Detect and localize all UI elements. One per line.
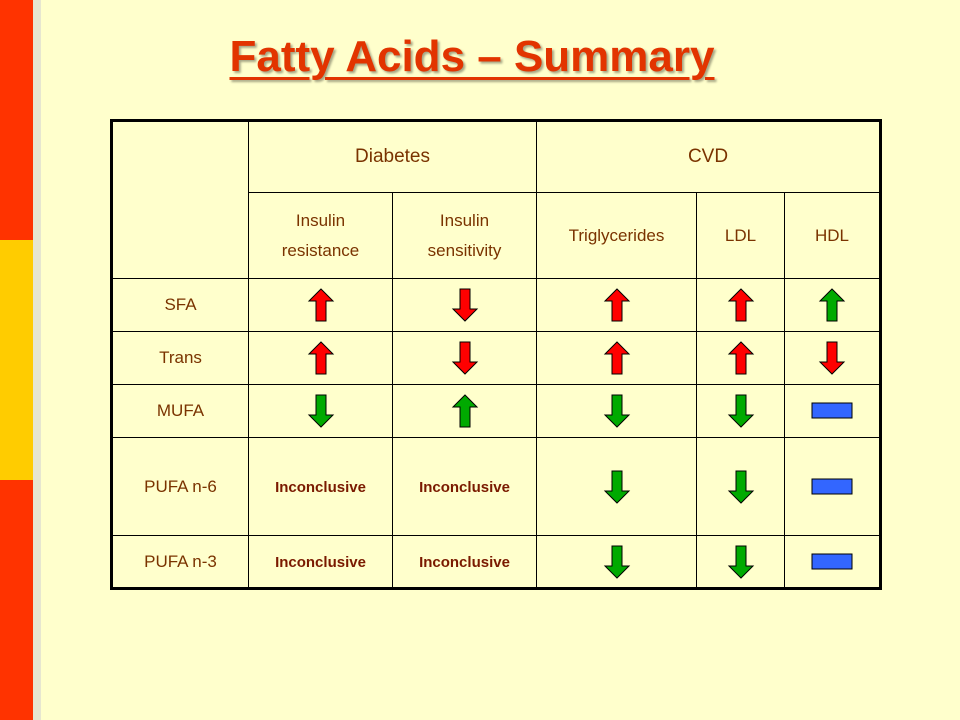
cell-ldl <box>696 535 785 589</box>
inconclusive-label: Inconclusive <box>275 478 366 496</box>
down-arrow-icon <box>451 341 478 375</box>
cell-hdl <box>784 535 881 589</box>
col-header-ldl: LDL <box>696 192 785 279</box>
row-label: SFA <box>111 278 249 332</box>
cell-insulin-resistance: Inconclusive <box>248 437 393 536</box>
down-arrow-icon <box>307 394 334 428</box>
up-arrow-icon <box>818 288 846 322</box>
col-header-insulin-sensitivity: Insulin sensitivity <box>392 192 537 279</box>
cell-ldl <box>696 437 785 536</box>
left-stripe-top <box>0 0 33 240</box>
cell-insulin-sensitivity <box>392 331 537 385</box>
sub-header-row: Insulin resistance Insulin sensitivity T… <box>112 192 881 279</box>
neutral-bar-icon <box>811 553 853 570</box>
cell-hdl <box>784 437 881 536</box>
inconclusive-label: Inconclusive <box>275 553 366 571</box>
down-arrow-icon <box>727 394 754 428</box>
cell-triglycerides <box>536 384 697 438</box>
row-label: PUFA n-3 <box>111 535 249 589</box>
up-arrow-icon <box>451 394 478 428</box>
table-row: PUFA n-6 Inconclusive Inconclusive <box>111 437 881 536</box>
inconclusive-label: Inconclusive <box>419 553 510 571</box>
cell-insulin-sensitivity <box>392 384 537 438</box>
cell-hdl <box>784 278 881 332</box>
left-stripe-middle <box>0 240 33 480</box>
cell-triglycerides <box>536 278 697 332</box>
cell-insulin-sensitivity <box>392 278 537 332</box>
cell-triglycerides <box>536 535 697 589</box>
table-row: Trans <box>111 331 881 385</box>
up-arrow-icon <box>307 341 334 375</box>
table-row: SFA <box>111 278 881 332</box>
col-header-insulin-resistance: Insulin resistance <box>248 192 393 279</box>
neutral-bar-icon <box>811 478 853 495</box>
table-row: MUFA <box>111 384 881 438</box>
col-header-hdl: HDL <box>784 192 881 279</box>
neutral-bar-icon <box>811 402 853 419</box>
cell-triglycerides <box>536 331 697 385</box>
table-row: PUFA n-3 Inconclusive Inconclusive <box>111 535 881 589</box>
down-arrow-icon <box>727 545 754 579</box>
group-header-row: Diabetes CVD <box>111 120 881 279</box>
up-arrow-icon <box>727 288 754 322</box>
cell-insulin-resistance <box>248 278 393 332</box>
down-arrow-icon <box>818 341 846 375</box>
group-header-cvd: CVD <box>536 120 881 193</box>
corner-cell <box>111 120 249 279</box>
up-arrow-icon <box>603 288 630 322</box>
row-label: PUFA n-6 <box>111 437 249 536</box>
down-arrow-icon <box>603 545 630 579</box>
up-arrow-icon <box>307 288 334 322</box>
cell-triglycerides <box>536 437 697 536</box>
cell-hdl <box>784 331 881 385</box>
cell-insulin-resistance <box>248 384 393 438</box>
col-header-triglycerides: Triglycerides <box>536 192 697 279</box>
cell-ldl <box>696 384 785 438</box>
cell-insulin-resistance: Inconclusive <box>248 535 393 589</box>
cell-insulin-resistance <box>248 331 393 385</box>
down-arrow-icon <box>603 470 630 504</box>
group-header-diabetes: Diabetes <box>248 120 537 193</box>
down-arrow-icon <box>451 288 478 322</box>
row-label: MUFA <box>111 384 249 438</box>
down-arrow-icon <box>603 394 630 428</box>
cell-ldl <box>696 278 785 332</box>
row-label: Trans <box>111 331 249 385</box>
cell-hdl <box>784 384 881 438</box>
inconclusive-label: Inconclusive <box>419 478 510 496</box>
left-stripe-bottom <box>0 480 33 720</box>
slide-title: Fatty Acids – Summary <box>229 32 715 81</box>
down-arrow-icon <box>727 470 754 504</box>
cell-insulin-sensitivity: Inconclusive <box>392 535 537 589</box>
left-edge-shade <box>33 0 41 720</box>
cell-insulin-sensitivity: Inconclusive <box>392 437 537 536</box>
cell-ldl <box>696 331 785 385</box>
summary-table: Diabetes CVD Insulin resistance Insulin … <box>110 119 882 590</box>
up-arrow-icon <box>603 341 630 375</box>
up-arrow-icon <box>727 341 754 375</box>
